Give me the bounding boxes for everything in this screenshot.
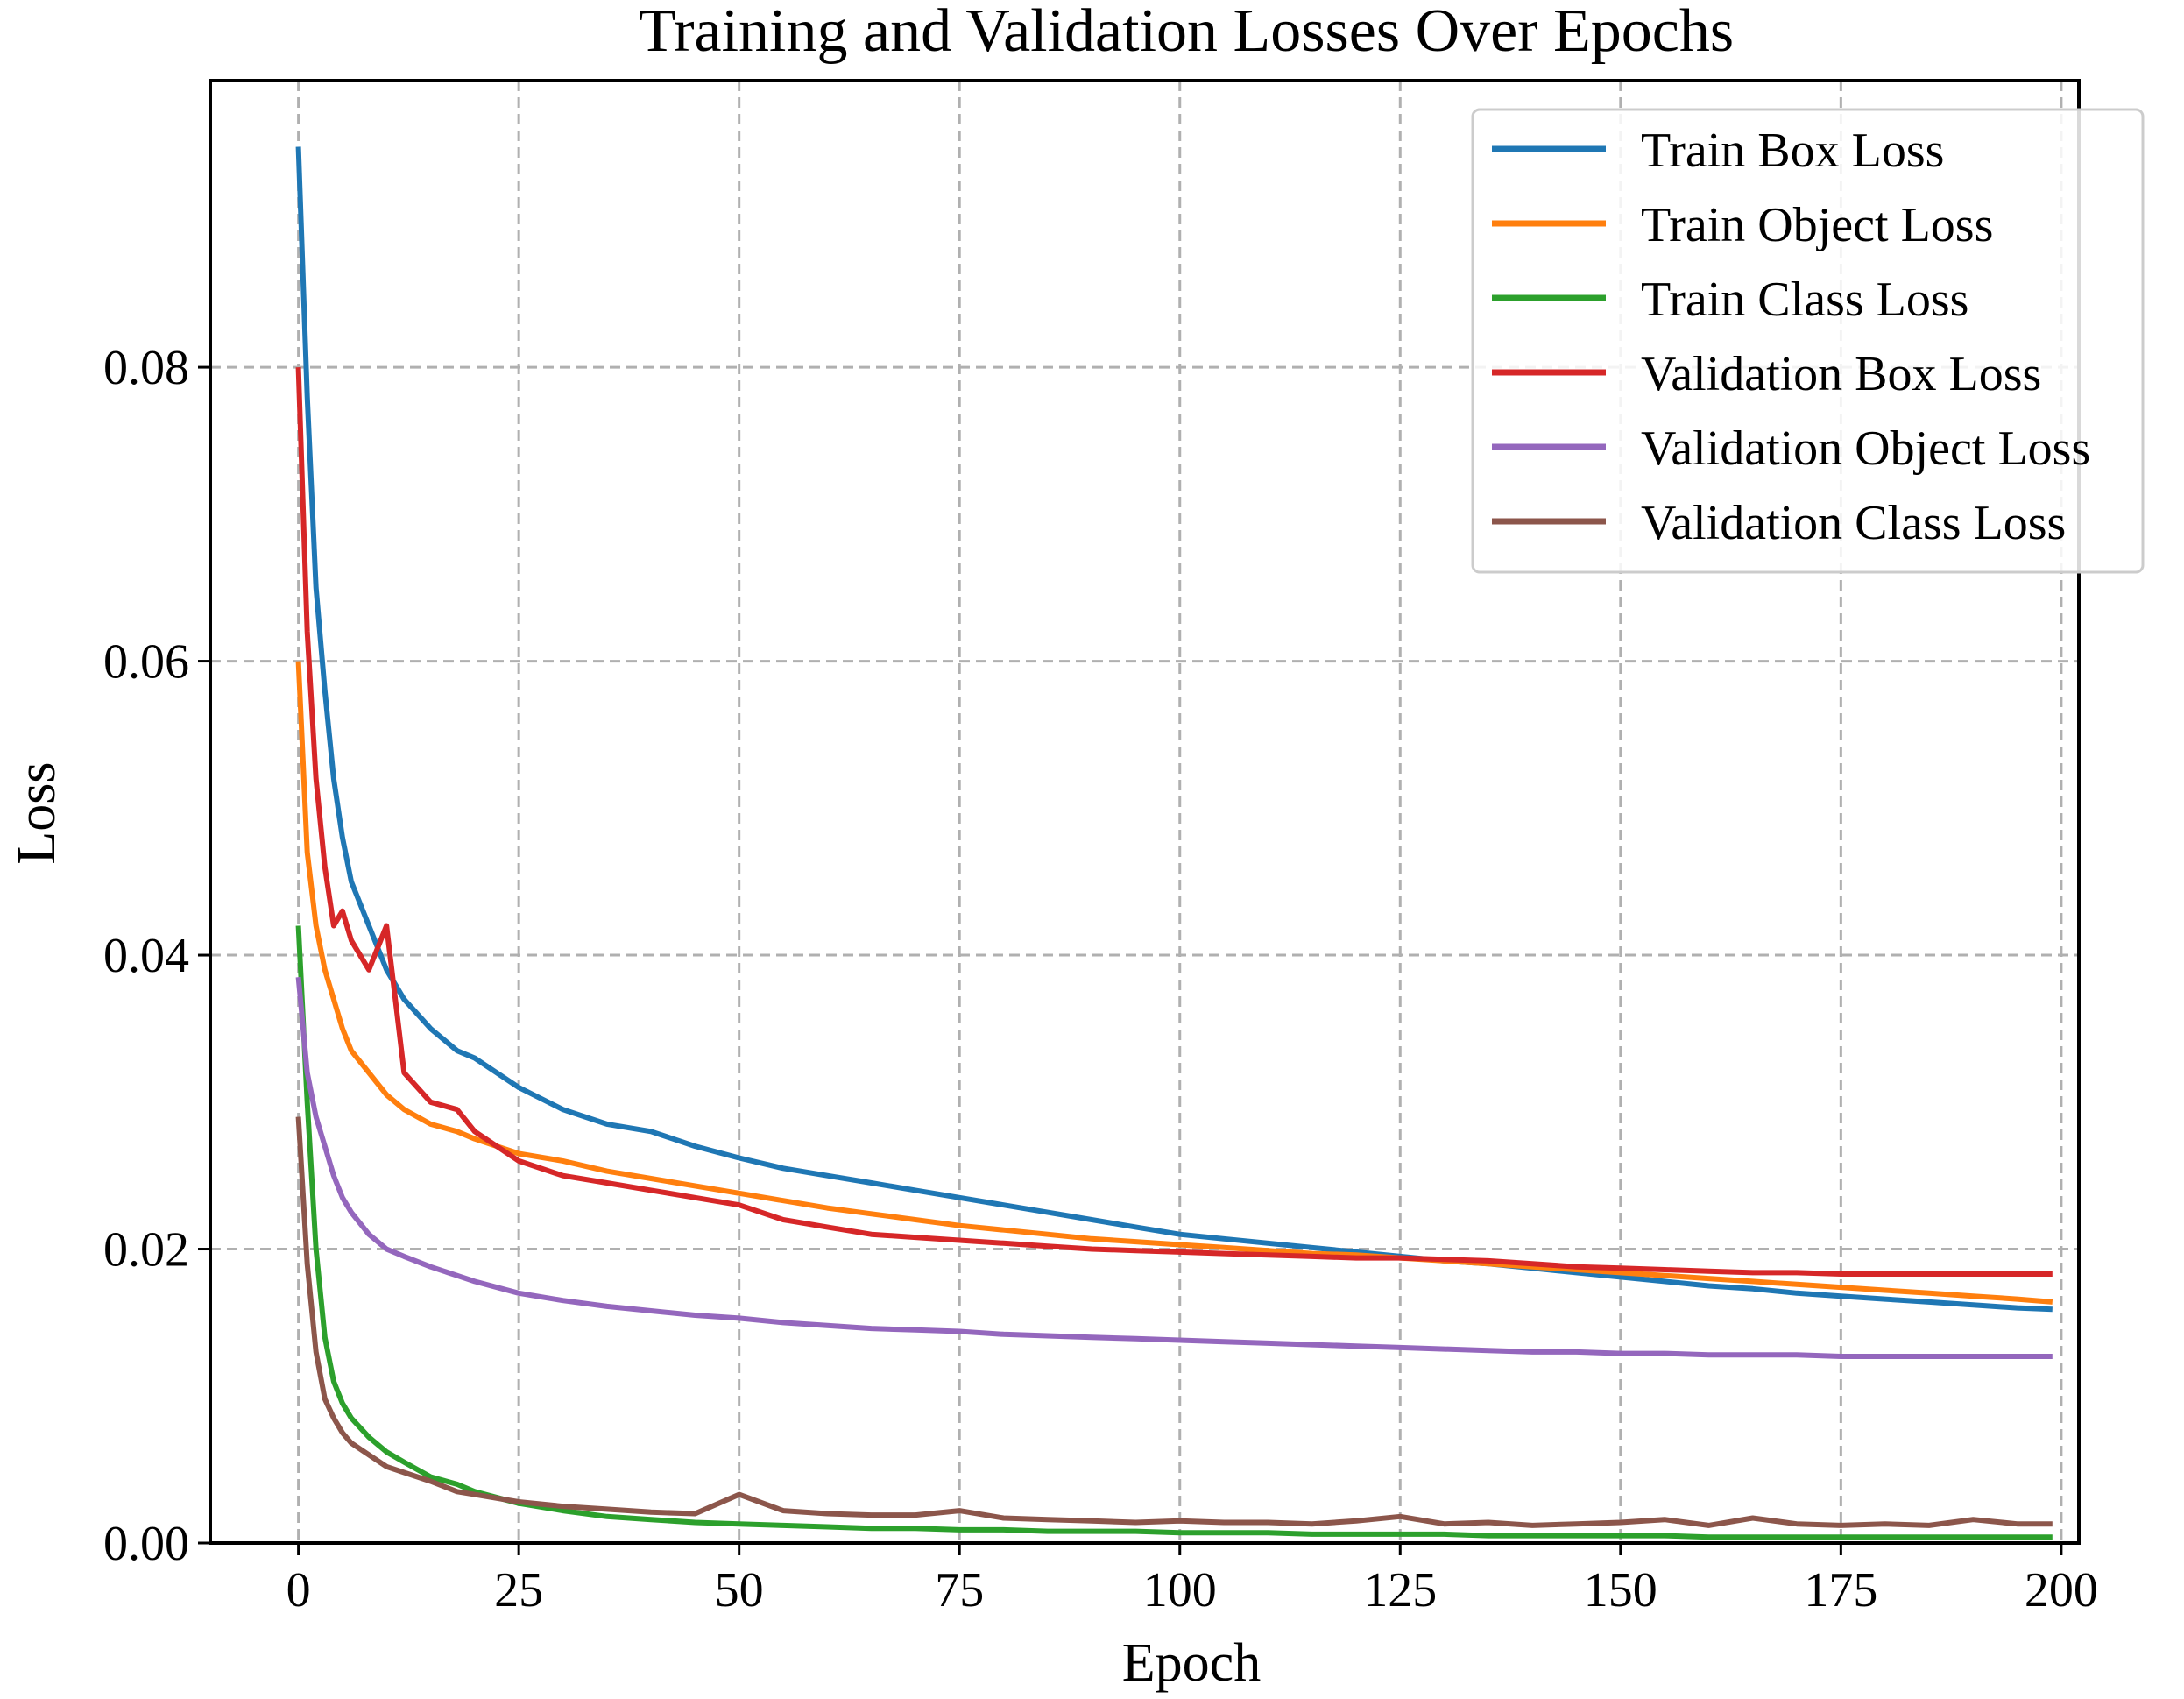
x-tick-label: 50 (715, 1563, 764, 1618)
y-tick-label: 0.02 (103, 1223, 189, 1278)
x-axis-ticks: 0 25 50 75 100 125 150 175 200 (286, 1543, 2098, 1618)
y-axis-label: Loss (7, 761, 67, 864)
legend-label-train-class-loss: Train Class Loss (1641, 273, 1968, 327)
legend-label-train-object-loss: Train Object Loss (1641, 198, 1993, 252)
validation-class-loss-line (295, 1116, 2053, 1528)
y-tick-label: 0.06 (103, 635, 189, 690)
series-lines (295, 146, 2053, 1540)
x-tick-label: 175 (1804, 1563, 1877, 1618)
train-box-loss-line (295, 146, 2053, 1313)
legend-label-train-box-loss: Train Box Loss (1641, 124, 1944, 178)
x-tick-label: 75 (935, 1563, 984, 1618)
x-tick-label: 0 (286, 1563, 311, 1618)
x-tick-label: 25 (494, 1563, 543, 1618)
x-axis-label: Epoch (1122, 1633, 1261, 1693)
chart-title: Training and Validation Losses Over Epoc… (639, 0, 1734, 65)
legend-label-validation-box-loss: Validation Box Loss (1641, 347, 2041, 401)
train-object-loss-line (295, 661, 2053, 1305)
legend-box (1471, 108, 2145, 574)
x-tick-label: 125 (1363, 1563, 1437, 1618)
x-tick-label: 200 (2025, 1563, 2098, 1618)
validation-object-loss-line (295, 976, 2053, 1359)
train-class-loss-line (295, 925, 2053, 1540)
y-tick-label: 0.08 (103, 341, 189, 395)
y-tick-label: 0.04 (103, 929, 189, 983)
validation-box-loss-line (295, 366, 2053, 1277)
legend-label-validation-object-loss: Validation Object Loss (1641, 421, 2090, 476)
y-tick-label: 0.00 (103, 1517, 189, 1571)
plot-frame (209, 79, 2081, 1545)
legend: Train Box Loss Train Object Loss Train Cla… (1471, 108, 2145, 574)
legend-label-validation-class-loss: Validation Class Loss (1641, 496, 2066, 550)
x-tick-label: 150 (1584, 1563, 1657, 1618)
x-tick-label: 100 (1143, 1563, 1217, 1618)
y-axis-ticks: 0.00 0.02 0.04 0.06 0.08 (103, 341, 210, 1571)
